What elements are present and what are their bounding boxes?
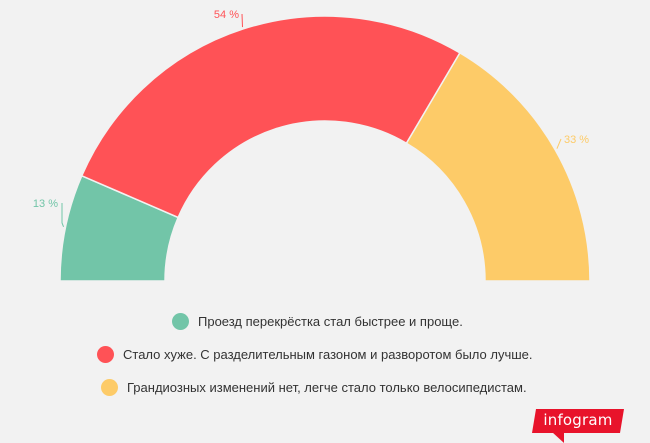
legend-item-faster[interactable]: Проезд перекрёстка стал быстрее и проще. <box>172 313 463 330</box>
leader-line-no-change <box>556 138 562 149</box>
infogram-logo[interactable]: infogram <box>532 409 624 443</box>
logo-background <box>532 409 624 433</box>
data-label-no-change: 33 % <box>564 134 589 146</box>
legend-dot-no-change <box>101 379 118 396</box>
legend-label-worse: Стало хуже. С разделительным газоном и р… <box>123 347 533 362</box>
logo-tail <box>552 432 564 443</box>
leader-line-faster <box>61 203 65 228</box>
legend-label-no-change: Грандиозных изменений нет, легче стало т… <box>127 380 527 395</box>
data-label-worse: 54 % <box>214 9 239 21</box>
legend-item-worse[interactable]: Стало хуже. С разделительным газоном и р… <box>97 346 533 363</box>
slice-no-change[interactable] <box>405 51 591 282</box>
slice-worse[interactable] <box>80 15 461 219</box>
legend-label-faster: Проезд перекрёстка стал быстрее и проще. <box>198 314 463 329</box>
logo-text: infogram <box>543 411 613 429</box>
legend-dot-worse <box>97 346 114 363</box>
data-label-faster: 13 % <box>33 198 58 210</box>
legend-item-no-change[interactable]: Грандиозных изменений нет, легче стало т… <box>101 379 527 396</box>
legend-dot-faster <box>172 313 189 330</box>
